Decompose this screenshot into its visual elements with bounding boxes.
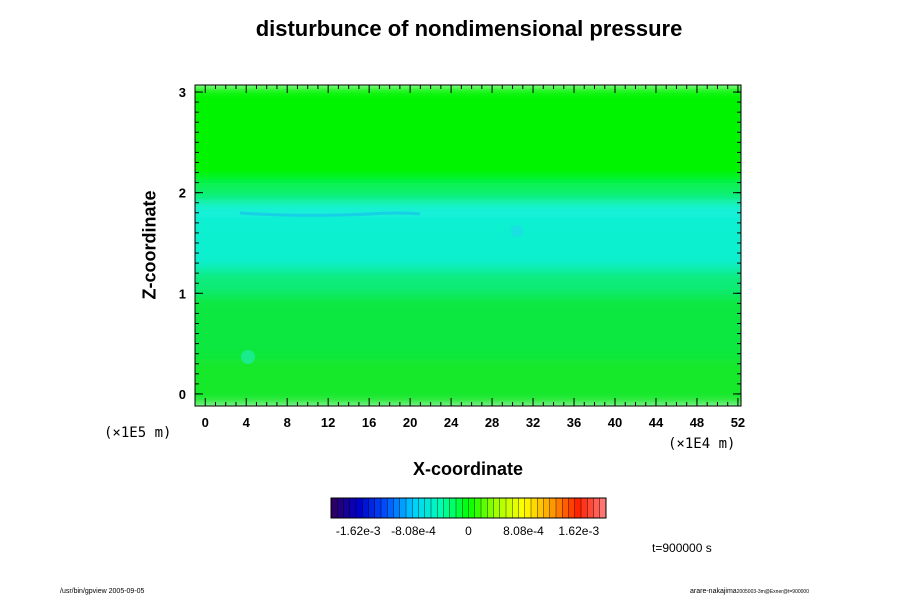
colorbar-segment <box>349 497 357 519</box>
colorbar-segment <box>455 497 463 519</box>
colorbar-segment <box>380 497 388 519</box>
x-tick-label: 16 <box>362 415 376 430</box>
colorbar-segment <box>418 497 426 519</box>
colorbar-segment <box>424 497 432 519</box>
x-tick-label: 20 <box>403 415 417 430</box>
colorbar-segment <box>374 497 382 519</box>
colorbar-segment <box>505 497 513 519</box>
colorbar-segment <box>530 497 538 519</box>
colorbar-tick-label: -1.62e-3 <box>335 524 381 538</box>
colorbar-segment <box>387 497 395 519</box>
colorbar-segment <box>549 497 557 519</box>
colorbar-segment <box>543 497 551 519</box>
x-tick-label: 44 <box>649 415 664 430</box>
footer-author-name: arare-nakajima <box>690 588 737 595</box>
x-tick-label: 52 <box>731 415 745 430</box>
colorbar-segment <box>399 497 407 519</box>
colorbar-segment <box>562 497 570 519</box>
colorbar-segment <box>355 497 363 519</box>
y-axis: 0 1 2 3 <box>179 85 741 402</box>
x-tick-label: 28 <box>485 415 499 430</box>
x-tick-label: 0 <box>202 415 209 430</box>
colorbar <box>330 497 607 519</box>
colorbar-segment <box>443 497 451 519</box>
colorbar-tick-label: 0 <box>465 524 472 538</box>
colorbar-tick-label: -8.08e-4 <box>391 524 436 538</box>
contour-spot <box>511 225 523 237</box>
colorbar-segment <box>499 497 507 519</box>
x-tick-label: 48 <box>690 415 704 430</box>
contour-streak <box>239 211 421 217</box>
y-tick-label: 0 <box>179 387 186 402</box>
colorbar-segment <box>368 497 376 519</box>
colorbar-segment <box>493 497 501 519</box>
colorbar-frame <box>330 497 607 519</box>
colorbar-segment <box>468 497 476 519</box>
colorbar-segment <box>524 497 532 519</box>
footer-command: /usr/bin/gpview 2005-09-05 <box>60 588 145 595</box>
colorbar-segment <box>412 497 420 519</box>
colorbar-segment <box>362 497 370 519</box>
y-tick-label: 1 <box>179 286 186 301</box>
y-scale-note: (×1E5 m) <box>104 425 172 441</box>
x-tick-label: 24 <box>444 415 459 430</box>
colorbar-segment <box>430 497 438 519</box>
contour-spot <box>241 350 255 364</box>
heatmap-band <box>195 85 741 184</box>
plot-frame <box>194 84 742 407</box>
x-tick-label: 32 <box>526 415 540 430</box>
colorbar-segment <box>593 497 601 519</box>
colorbar-segment <box>580 497 588 519</box>
colorbar-segment <box>393 497 401 519</box>
heatmap-band <box>195 293 741 360</box>
colorbar-tick-label: 1.62e-3 <box>558 524 600 538</box>
colorbar-segment <box>555 497 563 519</box>
colorbar-segment <box>518 497 526 519</box>
heatmap-band <box>195 202 741 214</box>
heatmap-band <box>195 212 741 269</box>
colorbar-segment <box>437 497 445 519</box>
x-axis: 0 4 8 12 16 20 24 28 32 36 40 44 48 52 <box>202 85 745 430</box>
x-tick-label: 40 <box>608 415 622 430</box>
colorbar-segment <box>574 497 582 519</box>
footer-author-sub: 2005003-3m@Exner@t=900000 <box>736 589 809 595</box>
colorbar-segment <box>330 497 338 519</box>
colorbar-segment <box>405 497 413 519</box>
x-tick-label: 4 <box>243 415 251 430</box>
x-axis-label: X-coordinate <box>412 459 523 479</box>
colorbar-segment <box>512 497 520 519</box>
colorbar-segment <box>337 497 345 519</box>
heatmap-band <box>195 268 741 294</box>
heatmap-field <box>195 85 741 406</box>
time-annotation: t=900000 s <box>652 541 712 555</box>
x-tick-label: 12 <box>321 415 335 430</box>
colorbar-segment <box>599 497 607 519</box>
x-tick-label: 8 <box>284 415 291 430</box>
heatmap-band <box>195 182 741 204</box>
y-axis-label: Z-coordinate <box>139 190 160 300</box>
colorbar-segment <box>487 497 495 519</box>
x-tick-label: 36 <box>567 415 581 430</box>
y-tick-label: 2 <box>179 186 186 201</box>
y-tick-label: 3 <box>179 85 186 100</box>
chart-title: disturbunce of nondimensional pressure <box>255 16 683 41</box>
x-scale-note: (×1E4 m) <box>668 436 736 452</box>
heatmap-band <box>195 358 741 406</box>
colorbar-segment <box>449 497 457 519</box>
footer-author: arare-nakajima2005003-3m@Exner@t=900000 <box>690 588 809 595</box>
colorbar-tick-label: 8.08e-4 <box>503 524 544 538</box>
colorbar-segment <box>343 497 351 519</box>
colorbar-segment <box>474 497 482 519</box>
colorbar-segment <box>537 497 545 519</box>
colorbar-segment <box>480 497 488 519</box>
colorbar-segment <box>568 497 576 519</box>
colorbar-segment <box>462 497 470 519</box>
colorbar-segment <box>587 497 595 519</box>
